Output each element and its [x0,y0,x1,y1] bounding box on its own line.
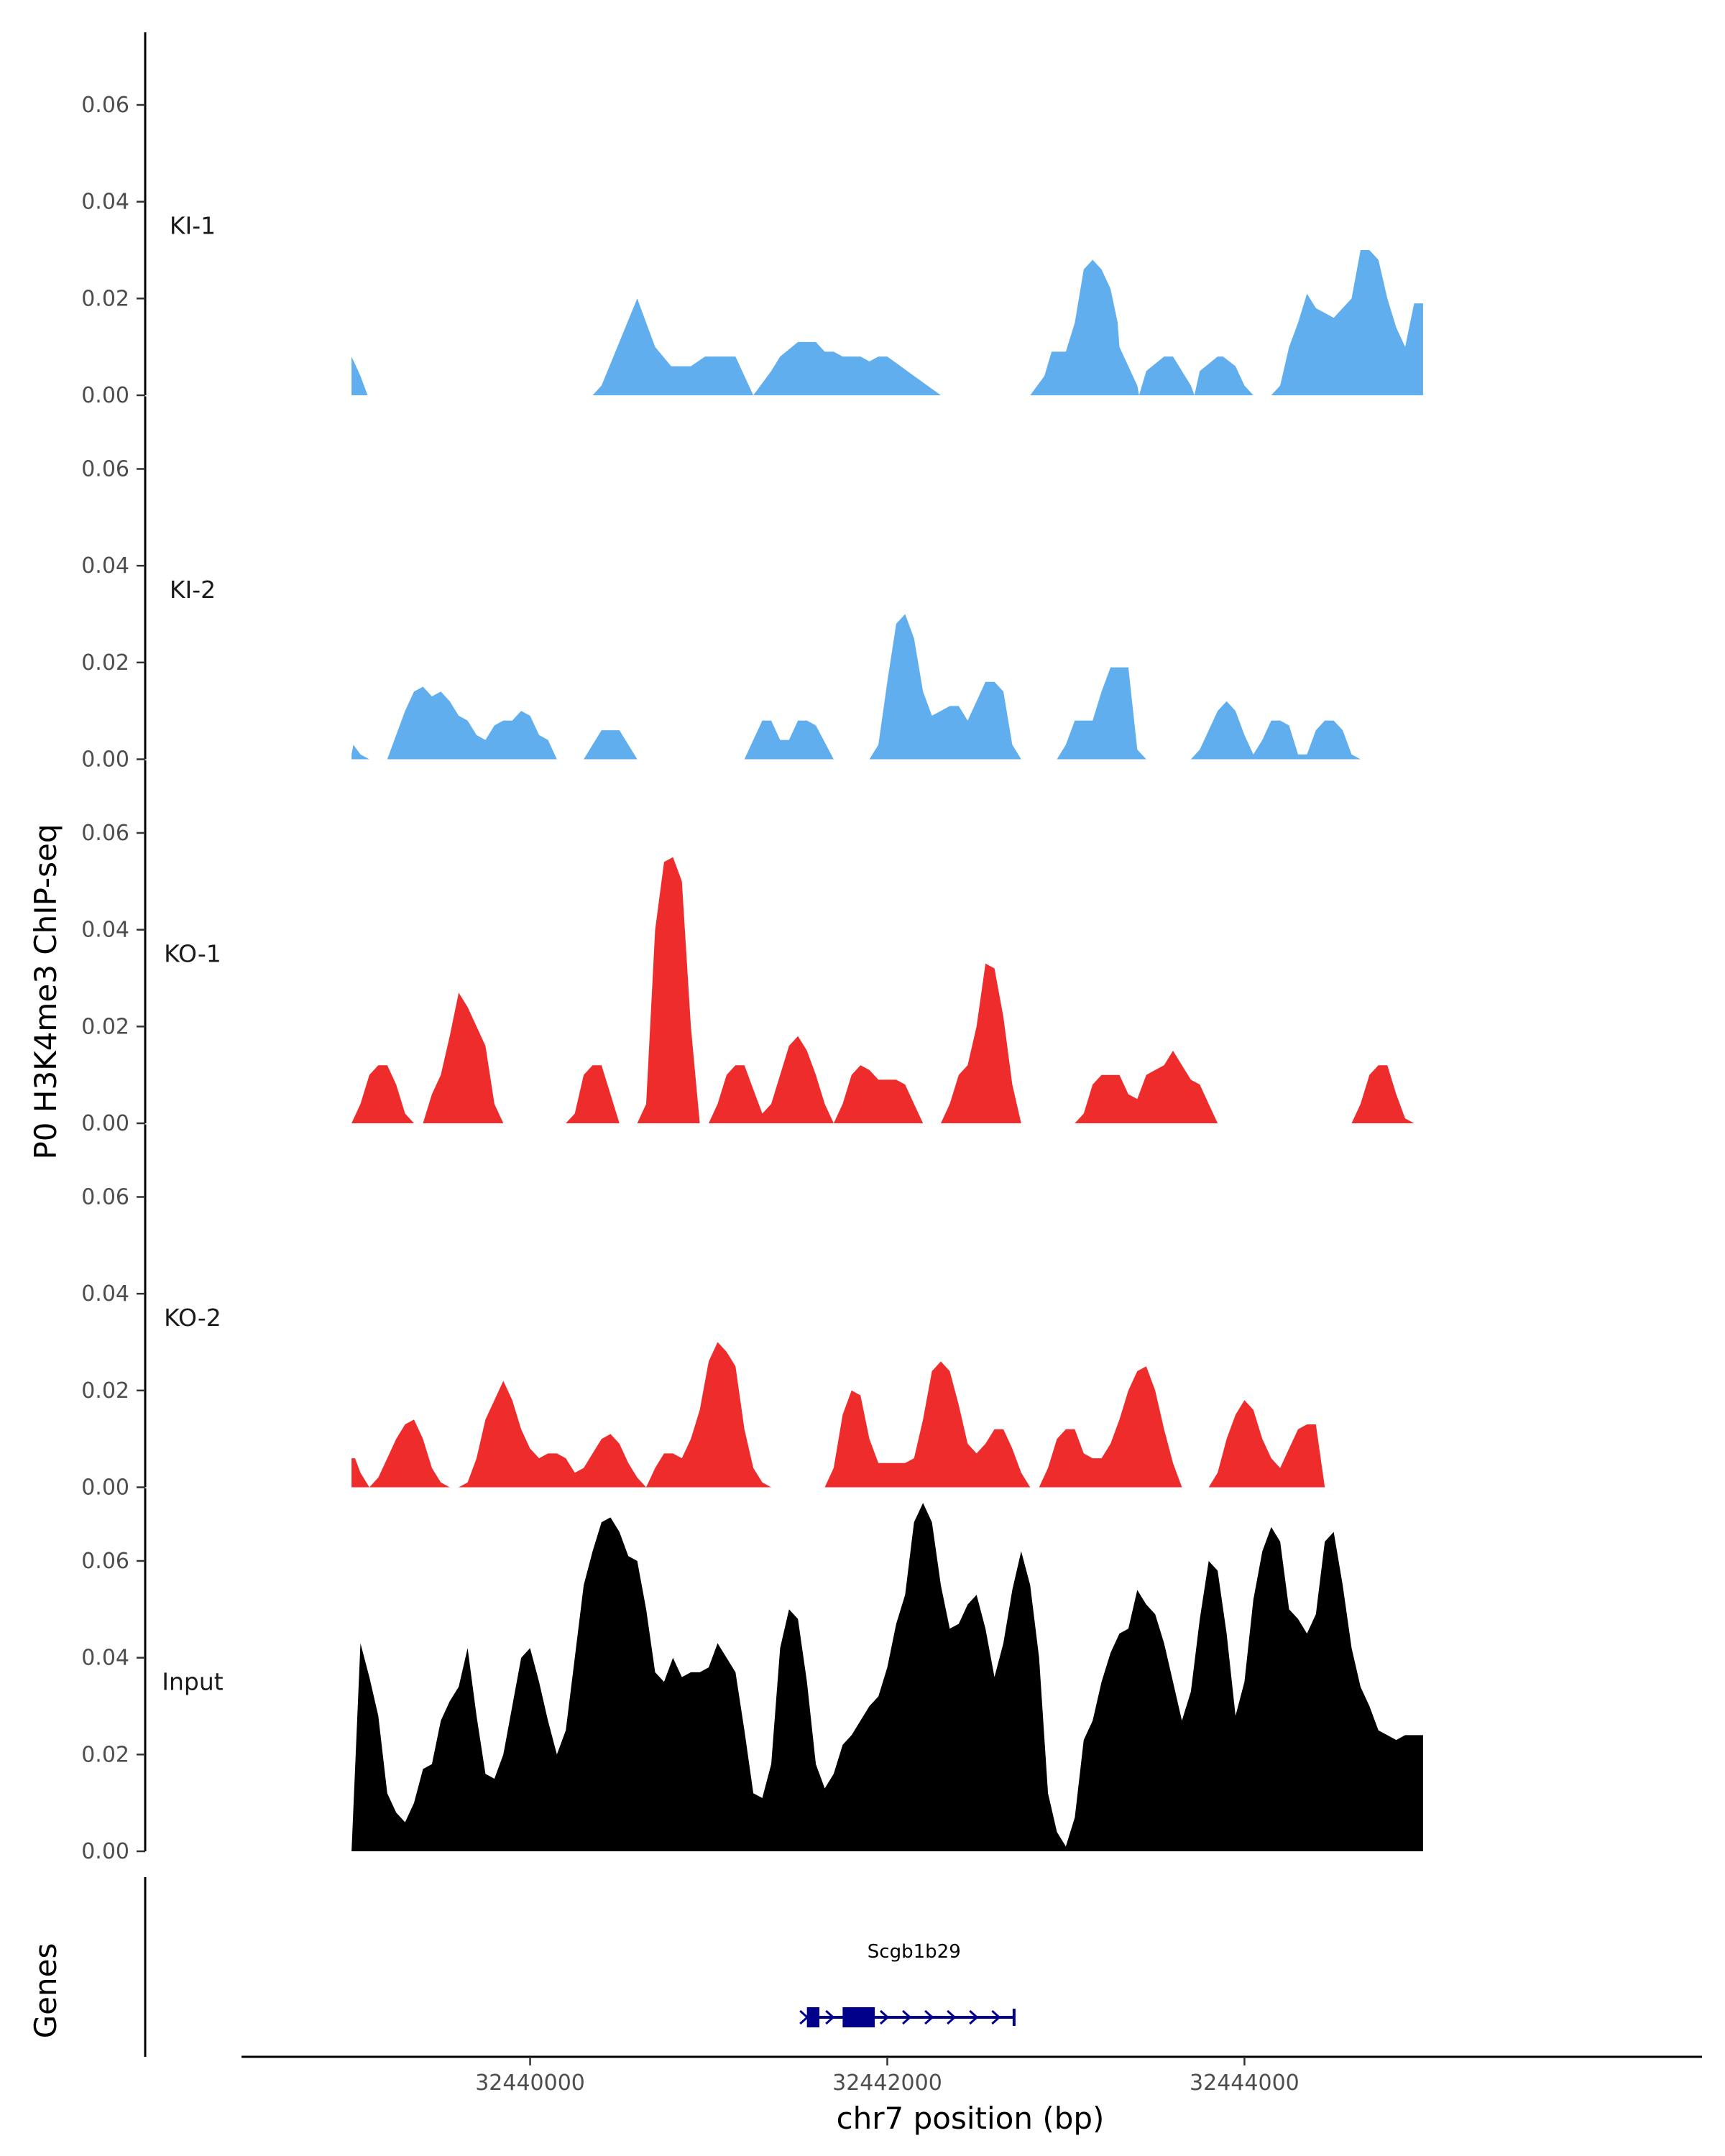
y-tick-label: 0.06 [81,1549,129,1574]
y-tick-label: 0.04 [81,1281,129,1307]
coverage-area-ko-2 [351,1342,1423,1488]
x-tick-label: 32444000 [1190,2070,1300,2096]
gene-exon [842,2007,875,2027]
coverage-area-ko-1 [351,857,1423,1123]
coverage-area-ki-2 [351,614,1414,760]
strand-chevron [924,2009,934,2025]
y-tick-label: 0.00 [81,1475,129,1501]
track-label-ko-1: KO-1 [164,939,221,967]
y-tick-label: 0.04 [81,190,129,215]
gene-label: Scgb1b29 [868,1941,961,1963]
y-tick-label: 0.06 [81,821,129,846]
strand-chevron [799,2009,809,2025]
y-tick-label: 0.04 [81,918,129,943]
y-tick-label: 0.00 [81,1839,129,1864]
y-tick-label: 0.02 [81,286,129,311]
strand-chevron [991,2009,1001,2025]
track-label-input: Input [162,1667,224,1695]
y-tick-label: 0.02 [81,650,129,676]
x-tick-label: 32440000 [475,2070,585,2096]
y-tick-label: 0.06 [81,93,129,118]
y-axis-title: P0 H3K4me3 ChIP-seq [28,824,63,1159]
tracks-layer: 0.00 0.02 0.04 0.06 KI-1 0.00 0.02 0.04 0.06 KI-2… [81,32,1423,1864]
y-tick-label: 0.00 [81,383,129,408]
track-panel-input: 0.00 0.02 0.04 0.06 Input [81,1488,1423,1864]
y-tick-label: 0.06 [81,1185,129,1210]
strand-chevron [947,2009,957,2025]
genes-panel: Scgb1b29 [144,1877,1016,2057]
track-label-ki-2: KI-2 [170,576,216,604]
y-tick-label: 0.06 [81,457,129,482]
track-panel-ki-1: 0.00 0.02 0.04 0.06 KI-1 [81,32,1423,408]
track-panel-ko-2: 0.00 0.02 0.04 0.06 KO-2 [81,1124,1423,1501]
track-panel-ko-1: 0.00 0.02 0.04 0.06 KO-1 [81,760,1423,1136]
y-tick-label: 0.02 [81,1378,129,1404]
genes-axis-title: Genes [28,1943,63,2039]
y-tick-label: 0.04 [81,1646,129,1671]
track-label-ki-1: KI-1 [170,211,216,239]
coverage-area-input [351,1503,1423,1851]
gene-model-scgb1b29 [799,2007,1016,2027]
x-axis-title: chr7 position (bp) [837,2101,1105,2136]
y-tick-label: 0.00 [81,1111,129,1136]
strand-chevron [902,2009,912,2025]
y-tick-label: 0.00 [81,747,129,773]
coverage-area-ki-1 [351,250,1423,395]
track-label-ko-2: KO-2 [164,1304,221,1332]
strand-chevron [969,2009,979,2025]
y-tick-label: 0.04 [81,553,129,579]
track-panel-ki-2: 0.00 0.02 0.04 0.06 KI-2 [81,396,1414,773]
y-tick-label: 0.02 [81,1742,129,1767]
x-axis: 32440000 32442000 32444000 [242,2055,1702,2096]
gene-exon [806,2007,820,2027]
y-tick-label: 0.02 [81,1014,129,1039]
x-tick-label: 32442000 [832,2070,942,2096]
strand-chevron [879,2009,890,2025]
strand-chevron [825,2009,835,2025]
